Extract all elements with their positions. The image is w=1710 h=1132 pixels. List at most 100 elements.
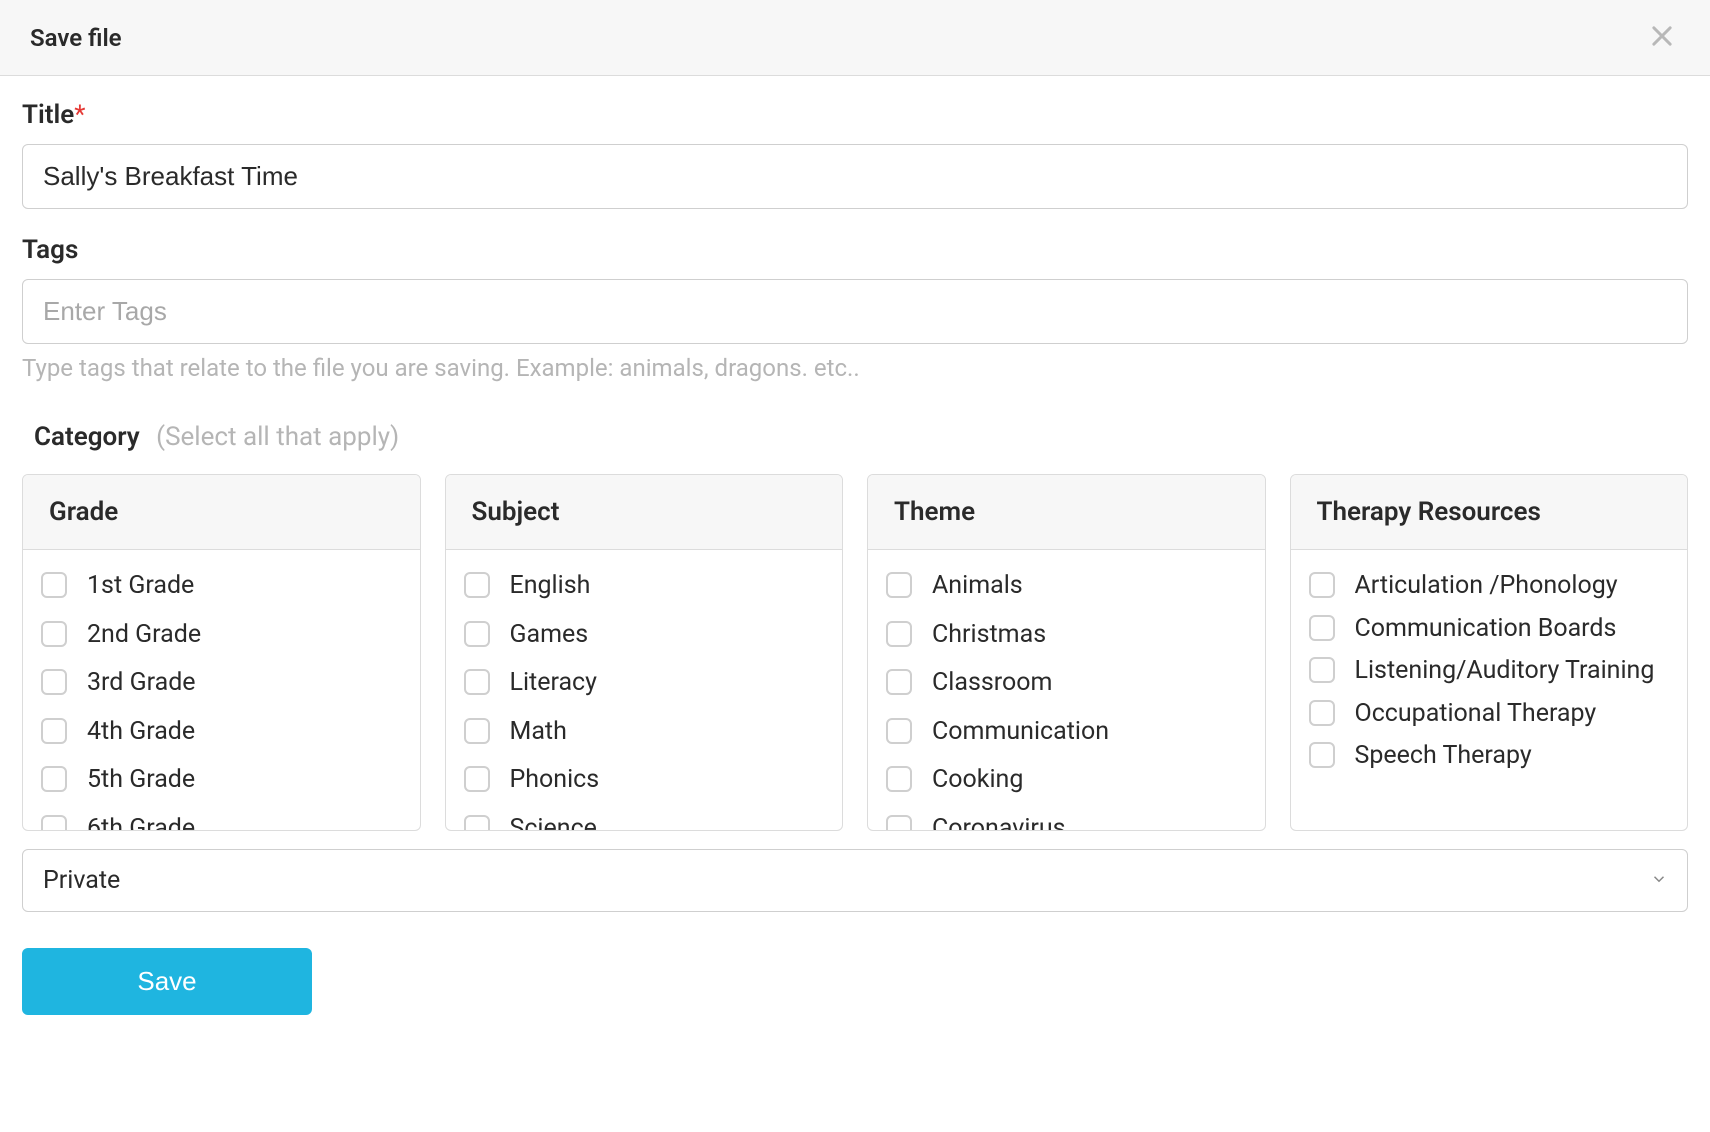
checkbox[interactable] bbox=[464, 621, 490, 647]
category-hint: (Select all that apply) bbox=[156, 422, 399, 452]
checkbox-label: Classroom bbox=[932, 667, 1052, 700]
privacy-select-wrapper: Private bbox=[22, 849, 1688, 912]
checkbox-label: Christmas bbox=[932, 619, 1046, 652]
category-card-body[interactable]: Articulation /Phonology Communication Bo… bbox=[1291, 550, 1688, 830]
category-card-header: Subject bbox=[446, 475, 843, 550]
list-item: Communication Boards bbox=[1309, 613, 1676, 646]
checkbox-label: Articulation /Phonology bbox=[1355, 570, 1618, 603]
checkbox[interactable] bbox=[464, 766, 490, 792]
checkbox[interactable] bbox=[41, 766, 67, 792]
checkbox-label: Literacy bbox=[510, 667, 597, 700]
save-button[interactable]: Save bbox=[22, 948, 312, 1015]
list-item: Occupational Therapy bbox=[1309, 698, 1676, 731]
modal-header: Save file bbox=[0, 0, 1710, 76]
list-item: Articulation /Phonology bbox=[1309, 570, 1676, 603]
checkbox[interactable] bbox=[41, 621, 67, 647]
list-item: 3rd Grade bbox=[41, 667, 408, 700]
category-header: Category (Select all that apply) bbox=[34, 422, 1688, 452]
privacy-select[interactable]: Private bbox=[22, 849, 1688, 912]
checkbox-label: 4th Grade bbox=[87, 716, 195, 749]
checkbox[interactable] bbox=[41, 718, 67, 744]
checkbox-label: 5th Grade bbox=[87, 764, 195, 797]
title-label: Title* bbox=[22, 100, 1688, 130]
checkbox-label: Games bbox=[510, 619, 589, 652]
required-indicator: * bbox=[74, 100, 85, 130]
close-button[interactable] bbox=[1644, 18, 1680, 57]
checkbox-label: 6th Grade bbox=[87, 813, 195, 831]
category-card-header: Theme bbox=[868, 475, 1265, 550]
checkbox-label: Cooking bbox=[932, 764, 1023, 797]
category-card-therapy: Therapy Resources Articulation /Phonolog… bbox=[1290, 474, 1689, 831]
checkbox[interactable] bbox=[886, 669, 912, 695]
list-item: 6th Grade bbox=[41, 813, 408, 831]
checkbox-label: English bbox=[510, 570, 591, 603]
checkbox[interactable] bbox=[464, 815, 490, 831]
modal-body: Title* Tags Type tags that relate to the… bbox=[0, 76, 1710, 1045]
checkbox-label: Coronavirus bbox=[932, 813, 1066, 831]
category-card-header: Therapy Resources bbox=[1291, 475, 1688, 550]
checkbox-label: Science bbox=[510, 813, 597, 831]
list-item: Literacy bbox=[464, 667, 831, 700]
checkbox[interactable] bbox=[1309, 742, 1335, 768]
list-item: Communication bbox=[886, 716, 1253, 749]
category-card-theme: Theme Animals Christmas Classroom Commun… bbox=[867, 474, 1266, 831]
list-item: Science bbox=[464, 813, 831, 831]
checkbox-label: Communication bbox=[932, 716, 1109, 749]
checkbox[interactable] bbox=[1309, 700, 1335, 726]
checkbox[interactable] bbox=[886, 766, 912, 792]
checkbox-label: Animals bbox=[932, 570, 1023, 603]
category-label: Category bbox=[34, 422, 140, 452]
tags-input[interactable] bbox=[22, 279, 1688, 344]
checkbox[interactable] bbox=[41, 572, 67, 598]
title-label-text: Title bbox=[22, 100, 74, 130]
category-card-subject: Subject English Games Literacy Math Phon… bbox=[445, 474, 844, 831]
tags-helper-text: Type tags that relate to the file you ar… bbox=[22, 354, 1688, 382]
list-item: Listening/Auditory Training bbox=[1309, 655, 1676, 688]
category-grid: Grade 1st Grade 2nd Grade 3rd Grade 4th … bbox=[22, 474, 1688, 831]
checkbox[interactable] bbox=[886, 572, 912, 598]
list-item: Coronavirus bbox=[886, 813, 1253, 831]
checkbox-label: 3rd Grade bbox=[87, 667, 196, 700]
checkbox[interactable] bbox=[886, 621, 912, 647]
checkbox[interactable] bbox=[464, 669, 490, 695]
checkbox[interactable] bbox=[1309, 657, 1335, 683]
list-item: 4th Grade bbox=[41, 716, 408, 749]
list-item: Christmas bbox=[886, 619, 1253, 652]
tags-field-group: Tags Type tags that relate to the file y… bbox=[22, 235, 1688, 382]
title-field-group: Title* bbox=[22, 100, 1688, 209]
save-file-modal: Save file Title* Tags Type tags that rel… bbox=[0, 0, 1710, 1045]
list-item: Phonics bbox=[464, 764, 831, 797]
checkbox-label: Math bbox=[510, 716, 567, 749]
list-item: English bbox=[464, 570, 831, 603]
checkbox[interactable] bbox=[464, 718, 490, 744]
checkbox[interactable] bbox=[41, 815, 67, 831]
checkbox-label: 1st Grade bbox=[87, 570, 194, 603]
list-item: Classroom bbox=[886, 667, 1253, 700]
checkbox-label: Speech Therapy bbox=[1355, 740, 1532, 773]
category-card-header: Grade bbox=[23, 475, 420, 550]
list-item: Cooking bbox=[886, 764, 1253, 797]
list-item: Speech Therapy bbox=[1309, 740, 1676, 773]
checkbox[interactable] bbox=[1309, 615, 1335, 641]
modal-title: Save file bbox=[30, 24, 122, 52]
list-item: Games bbox=[464, 619, 831, 652]
list-item: 5th Grade bbox=[41, 764, 408, 797]
checkbox-label: Communication Boards bbox=[1355, 613, 1617, 646]
checkbox-label: Listening/Auditory Training bbox=[1355, 655, 1655, 688]
checkbox[interactable] bbox=[886, 718, 912, 744]
category-card-body[interactable]: Animals Christmas Classroom Communicatio… bbox=[868, 550, 1265, 830]
checkbox[interactable] bbox=[464, 572, 490, 598]
category-card-body[interactable]: English Games Literacy Math Phonics Scie… bbox=[446, 550, 843, 830]
category-card-grade: Grade 1st Grade 2nd Grade 3rd Grade 4th … bbox=[22, 474, 421, 831]
list-item: 2nd Grade bbox=[41, 619, 408, 652]
checkbox[interactable] bbox=[886, 815, 912, 831]
checkbox-label: Occupational Therapy bbox=[1355, 698, 1597, 731]
checkbox-label: 2nd Grade bbox=[87, 619, 201, 652]
category-card-body[interactable]: 1st Grade 2nd Grade 3rd Grade 4th Grade … bbox=[23, 550, 420, 830]
checkbox[interactable] bbox=[41, 669, 67, 695]
title-input[interactable] bbox=[22, 144, 1688, 209]
category-section: Category (Select all that apply) Grade 1… bbox=[22, 422, 1688, 912]
checkbox[interactable] bbox=[1309, 572, 1335, 598]
checkbox-label: Phonics bbox=[510, 764, 600, 797]
close-icon bbox=[1648, 22, 1676, 50]
